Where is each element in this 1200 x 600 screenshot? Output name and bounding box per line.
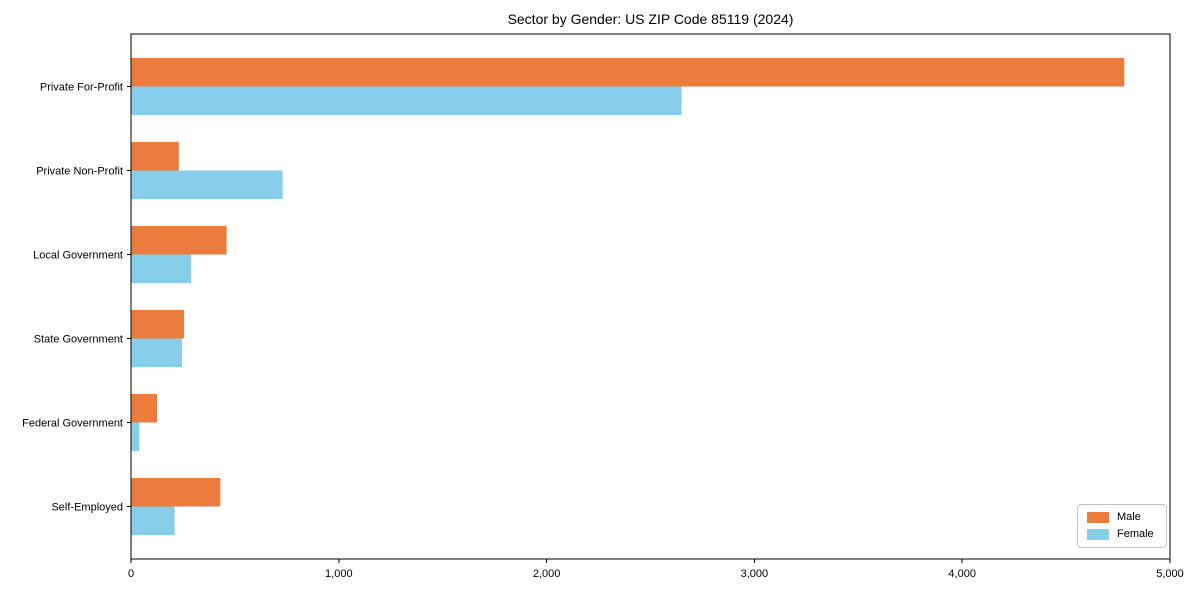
y-tick-label: Federal Government [22, 418, 123, 430]
bar-male-2 [131, 225, 227, 255]
x-tick-label: 4,000 [948, 568, 976, 580]
legend-item-female: Female [1087, 529, 1157, 540]
bar-male-3 [131, 309, 184, 339]
bar-female-1 [131, 170, 283, 200]
bar-male-0 [131, 57, 1125, 87]
bar-female-3 [131, 338, 182, 368]
bar-male-1 [131, 141, 179, 171]
bar-female-0 [131, 86, 682, 116]
legend-label-female: Female [1117, 528, 1154, 540]
x-tick-label: 2,000 [533, 568, 561, 580]
bar-male-5 [131, 477, 221, 507]
x-tick-label: 0 [128, 568, 134, 580]
legend: Male Female [1077, 504, 1167, 548]
bar-male-4 [131, 393, 157, 423]
x-tick-label: 1,000 [325, 568, 353, 580]
chart-title: Sector by Gender: US ZIP Code 85119 (202… [507, 11, 794, 27]
legend-swatch-female-icon [1087, 529, 1109, 540]
y-tick-label: Private For-Profit [40, 82, 123, 94]
bar-female-4 [131, 422, 140, 452]
legend-swatch-male-icon [1087, 512, 1109, 523]
plot-border [130, 33, 1171, 560]
bar-female-5 [131, 506, 175, 536]
y-tick-label: Self-Employed [51, 502, 123, 514]
x-tick-label: 5,000 [1156, 568, 1184, 580]
y-tick-label: Private Non-Profit [36, 166, 123, 178]
y-tick-label: Local Government [33, 250, 123, 262]
bar-female-2 [131, 254, 192, 284]
legend-item-male: Male [1087, 512, 1157, 523]
x-tick-label: 3,000 [741, 568, 769, 580]
y-tick-label: State Government [34, 334, 123, 346]
legend-label-male: Male [1117, 511, 1141, 523]
